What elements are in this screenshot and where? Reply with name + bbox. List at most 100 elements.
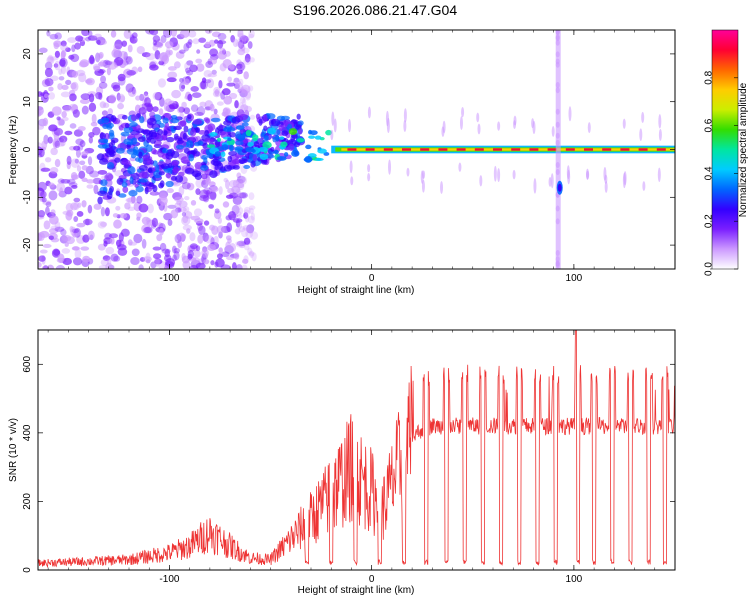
spectrogram-blob: [587, 122, 591, 134]
spectrogram-blob: [65, 47, 71, 52]
spectrogram-blob: [40, 167, 51, 172]
spectrogram-blob: [106, 67, 112, 76]
spectrogram-blob: [57, 83, 63, 91]
spectrogram-blob: [121, 159, 131, 165]
spectrogram-blob: [74, 158, 79, 164]
spectrogram-blob: [555, 121, 560, 128]
spectrogram-blob: [555, 139, 560, 146]
spectrogram-blob: [53, 63, 59, 68]
spectrogram-blob: [209, 186, 219, 193]
spectrogram-blob: [108, 94, 117, 104]
spectrogram-blob: [181, 211, 187, 217]
spectrogram-blob: [54, 50, 60, 58]
spectrogram-blob: [367, 164, 371, 173]
spectrogram-blob: [119, 213, 128, 219]
spectrogram-blob: [200, 164, 209, 171]
spectrogram-blob: [218, 79, 223, 89]
spectrogram-blob: [241, 122, 249, 127]
spectrogram-blob: [77, 144, 84, 151]
spectrogram-blob: [223, 127, 232, 132]
spectrogram-blob: [60, 40, 67, 47]
snr-frame: [37, 329, 676, 571]
spectrogram-blob: [225, 255, 235, 261]
spectrogram-blob: [238, 159, 245, 165]
spectrogram-blob: [242, 258, 249, 264]
spectrogram-blob: [108, 233, 119, 239]
spectrogram-x-axis-title: Height of straight line (km): [298, 285, 415, 296]
spectrogram-blob: [243, 206, 251, 216]
spectrogram-blob: [87, 156, 93, 166]
spectrogram-blob: [47, 136, 53, 144]
spectrogram-blob: [60, 178, 71, 184]
spectrogram-blob: [146, 158, 153, 165]
spectrogram-blob: [209, 48, 219, 57]
spectrogram-blob: [207, 78, 215, 89]
spectrogram-blob: [158, 108, 164, 116]
colorbar-tick-label: 0.4: [704, 166, 715, 180]
spectrogram-blob: [309, 130, 318, 136]
spectrogram-blob: [96, 39, 101, 45]
spectrogram-blob: [194, 111, 204, 117]
spectrogram-blob: [97, 190, 108, 197]
spectrogram-blob: [107, 257, 112, 267]
spectrogram-blob: [166, 188, 174, 194]
spectrogram-blob: [147, 167, 153, 174]
spectrogram-blob: [236, 182, 245, 189]
spectrogram-blob: [139, 164, 148, 172]
spectrogram-blob: [171, 245, 177, 254]
spectrogram-blob: [125, 144, 131, 149]
spectrogram-blob: [204, 190, 212, 195]
spectrogram-blob: [69, 93, 77, 102]
spectrogram-blob: [226, 222, 233, 233]
spectrogram-blob: [42, 117, 49, 127]
spectrogram-blob: [41, 140, 48, 150]
spectrogram-blob: [105, 172, 113, 182]
spectrogram-blob: [76, 165, 82, 172]
spectrogram-blob: [182, 215, 189, 224]
spectrogram-blob: [193, 208, 203, 217]
spectrogram-blob: [232, 179, 240, 188]
x-tick-label: 100: [566, 574, 583, 585]
carrier-dash: [602, 148, 612, 151]
spectrogram-blob: [93, 65, 101, 72]
spectrogram-blob: [40, 190, 47, 199]
spectrogram-blob: [241, 36, 247, 46]
spectrogram-blob: [555, 218, 560, 225]
spectrogram-blob: [167, 71, 178, 79]
spectrogram-blob: [129, 176, 134, 185]
spectrogram-blob: [66, 155, 72, 166]
spectrogram-blob: [76, 69, 86, 77]
spectrogram-blob: [226, 82, 236, 87]
x-tick-label: 100: [566, 273, 583, 284]
spectrogram-blob: [69, 123, 77, 129]
spectrogram-blob: [235, 178, 244, 184]
spectrogram-blob: [235, 264, 243, 269]
spectrogram-blob: [137, 66, 143, 73]
spectrogram-blob: [198, 130, 207, 135]
spectrogram-blob: [566, 165, 570, 180]
x-tick-label: 0: [369, 273, 375, 284]
spectrogram-blob: [105, 262, 113, 269]
spectrogram-blob: [178, 82, 186, 92]
spectrogram-blob: [138, 203, 149, 213]
spectrogram-blob: [81, 30, 90, 37]
spectrogram-blob: [308, 135, 316, 139]
spectrogram-blob: [239, 96, 246, 104]
spectrogram-blob: [245, 229, 254, 239]
spectrogram-blob: [101, 110, 108, 116]
spectrogram-blob: [149, 64, 159, 71]
spectrogram-blob: [641, 111, 645, 123]
spectrogram-blob: [555, 262, 560, 269]
spectrogram-blob: [48, 124, 58, 132]
spectrogram-blob: [83, 218, 93, 226]
spectrogram-blob: [513, 115, 517, 126]
spectrogram-blob: [622, 118, 626, 129]
spectrogram-blob: [235, 63, 243, 70]
spectrogram-blob: [170, 150, 180, 159]
spectrogram-blob: [38, 262, 42, 268]
spectrogram-blob: [102, 123, 109, 130]
carrier-dash: [438, 148, 448, 151]
spectrogram-blob: [201, 248, 209, 258]
spectrogram-blob: [243, 58, 252, 65]
